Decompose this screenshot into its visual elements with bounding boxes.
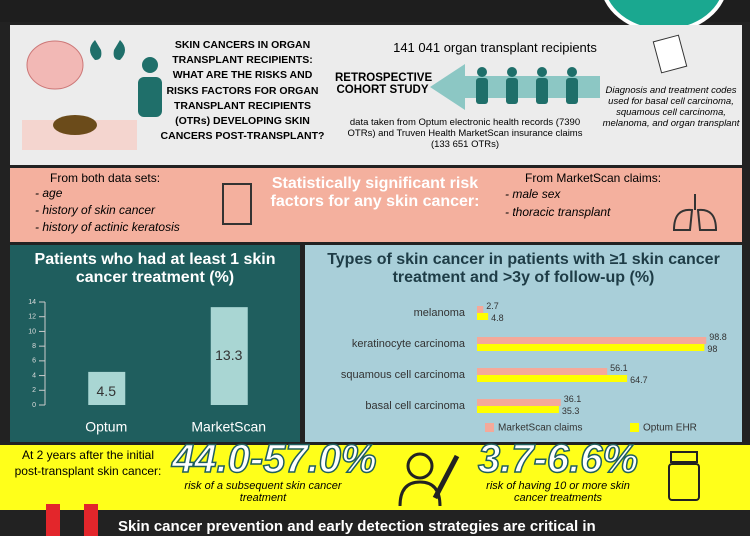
chart2-title: Types of skin cancer in patients with ≥1… bbox=[327, 251, 720, 286]
study-question: SKIN CANCERS IN ORGAN TRANSPLANT RECIPIE… bbox=[160, 38, 325, 145]
skin-icon bbox=[26, 40, 84, 90]
y-tick-label: 2 bbox=[32, 387, 36, 394]
title: SKIN CANCERS IN ORGAN TRANSPLANT RECIPIE… bbox=[172, 39, 313, 67]
outcome-panel bbox=[0, 445, 750, 510]
bar bbox=[477, 337, 707, 344]
list-item: male sex bbox=[505, 185, 661, 203]
outcome-value: 44.0-57.0% bbox=[171, 436, 377, 482]
y-tick-label: 4 bbox=[32, 372, 36, 379]
heading: From both data sets: bbox=[50, 171, 161, 185]
chart1: 0 2 4 6 8 10 12 14 4.5 Optum 13.3 MarketScan bbox=[28, 299, 266, 435]
risk-title: Statistically significant risk factors f… bbox=[270, 175, 480, 210]
y-tick-label: 6 bbox=[32, 358, 36, 365]
y-tick-label: melanoma bbox=[414, 307, 466, 319]
chart1-title: Patients who had at least 1 skin cancer … bbox=[34, 251, 276, 286]
person-icon bbox=[142, 57, 158, 73]
list-item: history of actinic keratosis bbox=[35, 219, 179, 236]
doctor-icon bbox=[398, 452, 460, 507]
question: WHAT ARE THE RISKS AND RISKS FACTORS FOR… bbox=[160, 69, 325, 143]
bar bbox=[210, 307, 248, 405]
x-tick-label: MarketScan bbox=[191, 419, 266, 435]
value-label: 64.7 bbox=[630, 375, 648, 385]
outcome-label: risk of having 10 or more skin cancer tr… bbox=[486, 480, 630, 504]
list: male sexthoracic transplant bbox=[505, 185, 661, 221]
list-item: thoracic transplant bbox=[505, 203, 661, 221]
legend-swatch bbox=[485, 423, 494, 432]
y-tick-label: keratinocyte carcinoma bbox=[352, 338, 466, 350]
outcome-value: 3.7-6.6% bbox=[477, 436, 639, 482]
top-band bbox=[0, 0, 750, 22]
bar bbox=[477, 368, 608, 375]
bar bbox=[477, 344, 705, 351]
list-item: history of skin cancer bbox=[35, 202, 180, 219]
outcome-intro: At 2 years after the initial post-transp… bbox=[14, 448, 162, 478]
chart2: melanoma 2.7 4.8 keratinocyte carcinoma 98.8… bbox=[341, 301, 727, 434]
bar bbox=[477, 375, 628, 382]
alert-icon bbox=[46, 504, 98, 536]
y-tick-label: 12 bbox=[28, 314, 36, 321]
outcome-label: risk of a subsequent skin cancer treatme… bbox=[184, 480, 342, 504]
legend-label: MarketScan claims bbox=[498, 423, 582, 434]
value-label: 4.5 bbox=[97, 383, 117, 399]
bar bbox=[477, 399, 561, 406]
person-icon bbox=[138, 77, 162, 117]
value-label: 56.1 bbox=[610, 363, 628, 373]
value-label: 4.8 bbox=[491, 313, 504, 323]
value-label: 13.3 bbox=[215, 347, 242, 363]
conclusion: Skin cancer prevention and early detecti… bbox=[118, 518, 596, 535]
y-tick-label: 14 bbox=[28, 299, 36, 306]
data-source: data taken from Optum electronic health … bbox=[347, 117, 583, 150]
y-tick-label: 8 bbox=[32, 343, 36, 350]
x-tick-label: Optum bbox=[85, 419, 127, 435]
heading: From MarketScan claims: bbox=[525, 171, 662, 185]
study-design: RETROSPECTIVE COHORT STUDY bbox=[335, 72, 433, 96]
kidney-icon bbox=[90, 40, 125, 60]
risk-both: From both data sets: agehistory of skin … bbox=[35, 171, 180, 236]
value-label: 36.1 bbox=[564, 394, 582, 404]
legend-swatch bbox=[630, 423, 639, 432]
codes: Diagnosis and treatment codes used for b… bbox=[602, 85, 740, 129]
value-label: 98.8 bbox=[709, 332, 727, 342]
lesion-icon bbox=[53, 115, 97, 135]
value-label: 2.7 bbox=[486, 301, 499, 311]
list: agehistory of skin cancerhistory of acti… bbox=[35, 185, 180, 236]
bar bbox=[477, 306, 484, 313]
legend-label: Optum EHR bbox=[643, 423, 697, 434]
value-label: 35.3 bbox=[562, 406, 580, 416]
lungs-icon bbox=[672, 194, 718, 231]
study-icons bbox=[22, 40, 162, 150]
list-item: age bbox=[35, 185, 180, 202]
value-label: 98 bbox=[707, 344, 717, 354]
document-icon bbox=[652, 34, 688, 74]
pill-icon bbox=[668, 451, 700, 501]
bar bbox=[477, 313, 489, 320]
bar bbox=[88, 371, 126, 405]
scroll-icon bbox=[222, 183, 252, 225]
y-tick-label: basal cell carcinoma bbox=[365, 400, 466, 412]
risk-marketscan: From MarketScan claims: male sexthoracic… bbox=[505, 171, 661, 221]
population: 141 041 organ transplant recipients bbox=[393, 40, 597, 55]
chart1-panel bbox=[10, 245, 300, 442]
y-tick-label: 0 bbox=[32, 402, 36, 409]
bar bbox=[477, 406, 559, 413]
y-tick-label: squamous cell carcinoma bbox=[341, 369, 466, 381]
arrow bbox=[430, 64, 600, 110]
y-tick-label: 10 bbox=[28, 328, 36, 335]
